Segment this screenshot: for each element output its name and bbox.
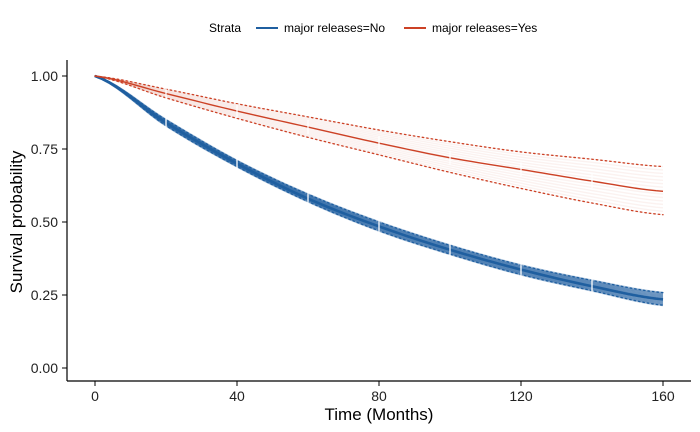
band-line-yes-13 [94, 75, 664, 171]
band-line-no-3 [94, 74, 664, 304]
y-tick-label-0.25: 0.25 [31, 287, 58, 303]
band-line-no-1 [94, 74, 664, 306]
x-tick-label-40: 40 [229, 388, 245, 404]
y-tick-label-0.75: 0.75 [31, 141, 58, 157]
band-line-yes-1 [94, 75, 664, 212]
ci-upper-no [94, 75, 664, 294]
band-line-yes-11 [94, 75, 664, 178]
x-tick-label-120: 120 [509, 388, 533, 404]
plot-area [94, 74, 664, 307]
band-line-yes-12 [94, 75, 664, 175]
ci-upper-yes [94, 75, 664, 168]
band-line-no-8 [94, 74, 664, 300]
legend-entry-yes: major releases=Yes [432, 21, 537, 35]
y-tick-label-1.00: 1.00 [31, 68, 58, 84]
band-line-no-10 [94, 74, 664, 298]
x-tick-label-0: 0 [91, 388, 99, 404]
ci-lower-yes [94, 75, 664, 216]
band-line-no-14 [94, 74, 664, 294]
y-axis-title: Survival probability [7, 150, 26, 293]
x-tick-label-80: 80 [371, 388, 387, 404]
band-line-no-2 [94, 74, 664, 305]
legend-title: Strata [209, 21, 241, 35]
legend-entry-no: major releases=No [284, 21, 385, 35]
band-line-no-9 [94, 74, 664, 299]
band-line-yes-2 [94, 75, 664, 209]
y-tick-label-0.50: 0.50 [31, 214, 58, 230]
legend: Strata major releases=No major releases=… [209, 21, 537, 35]
axis-ticks: 0 40 80 120 160 0.00 0.25 0.50 0.75 1.00 [31, 68, 675, 404]
y-tick-label-0.00: 0.00 [31, 360, 58, 376]
x-tick-label-160: 160 [651, 388, 675, 404]
x-axis-title: Time (Months) [325, 405, 434, 424]
